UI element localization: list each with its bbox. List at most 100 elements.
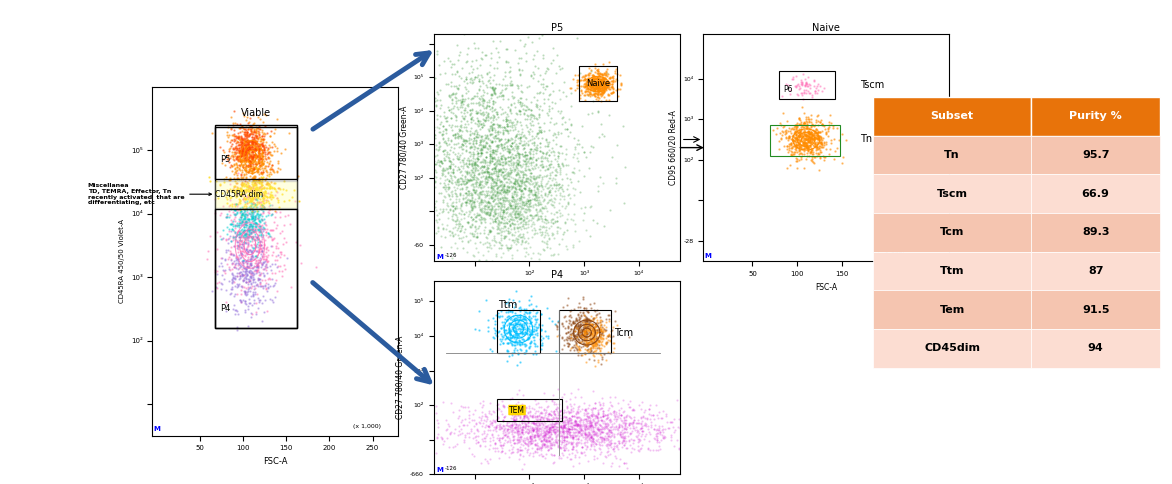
Point [580,87,599,94]
Point [795,130,813,138]
Point [517,264,536,272]
Point [484,97,503,105]
Point [247,220,266,227]
Point [484,186,503,194]
Point [497,438,516,446]
Point [582,409,601,417]
Point [649,446,668,454]
Point [634,408,653,416]
Point [493,182,512,190]
Point [624,437,642,444]
Point [469,438,488,445]
Point [518,428,537,436]
Point [628,416,647,424]
Point [484,134,503,141]
Point [503,332,522,340]
Point [236,143,254,151]
Point [567,422,586,430]
Point [577,342,595,349]
Point [486,167,505,175]
Point [232,207,251,215]
Point [423,106,442,114]
Point [511,311,530,318]
Point [517,427,536,435]
Point [586,92,605,100]
Point [469,163,488,170]
Point [511,315,530,322]
Point [490,421,509,428]
Point [817,130,836,137]
Point [241,280,260,287]
Point [577,431,595,439]
Point [516,407,534,415]
Point [560,175,579,183]
Point [492,140,511,148]
Point [613,408,632,416]
Point [505,220,524,227]
Point [629,432,648,439]
Point [606,408,625,415]
Point [213,155,232,163]
Point [586,85,605,93]
Point [510,420,529,427]
Point [234,113,253,121]
Point [251,254,270,261]
Point [822,136,840,144]
Point [246,259,265,267]
Point [459,69,478,77]
Point [588,425,607,433]
Point [492,218,511,226]
Point [516,436,534,443]
Point [229,141,247,149]
Point [565,334,584,342]
Point [509,145,527,152]
Point [253,225,272,233]
Point [515,110,533,118]
Point [241,272,260,279]
Bar [1031,213,1160,252]
Point [601,439,620,447]
Point [239,231,258,239]
Point [516,170,534,178]
Point [511,71,530,79]
Point [806,140,825,148]
Point [592,321,611,329]
Point [464,139,483,147]
Point [241,233,260,241]
Point [573,82,592,90]
Point [476,191,495,198]
Point [578,317,597,324]
Point [507,414,526,422]
Point [517,330,536,338]
Point [540,410,559,418]
Point [790,143,809,151]
Point [220,266,239,273]
Point [237,137,255,145]
Point [482,122,500,130]
Point [482,207,500,214]
Point [482,205,500,212]
Point [232,184,251,192]
Point [565,429,584,437]
Point [229,242,247,250]
Point [458,183,477,191]
Point [566,424,585,432]
Point [469,72,488,79]
Point [464,410,483,418]
Point [800,148,819,155]
Point [226,222,245,229]
Point [237,266,255,273]
Point [455,180,473,188]
Point [485,98,504,106]
Point [497,244,516,252]
Point [227,307,246,315]
Point [587,425,606,433]
Point [533,438,552,445]
Point [587,81,606,89]
Point [635,422,654,429]
Point [523,180,541,188]
Point [245,259,264,267]
Point [515,336,533,344]
Point [245,179,264,187]
Point [505,200,524,208]
